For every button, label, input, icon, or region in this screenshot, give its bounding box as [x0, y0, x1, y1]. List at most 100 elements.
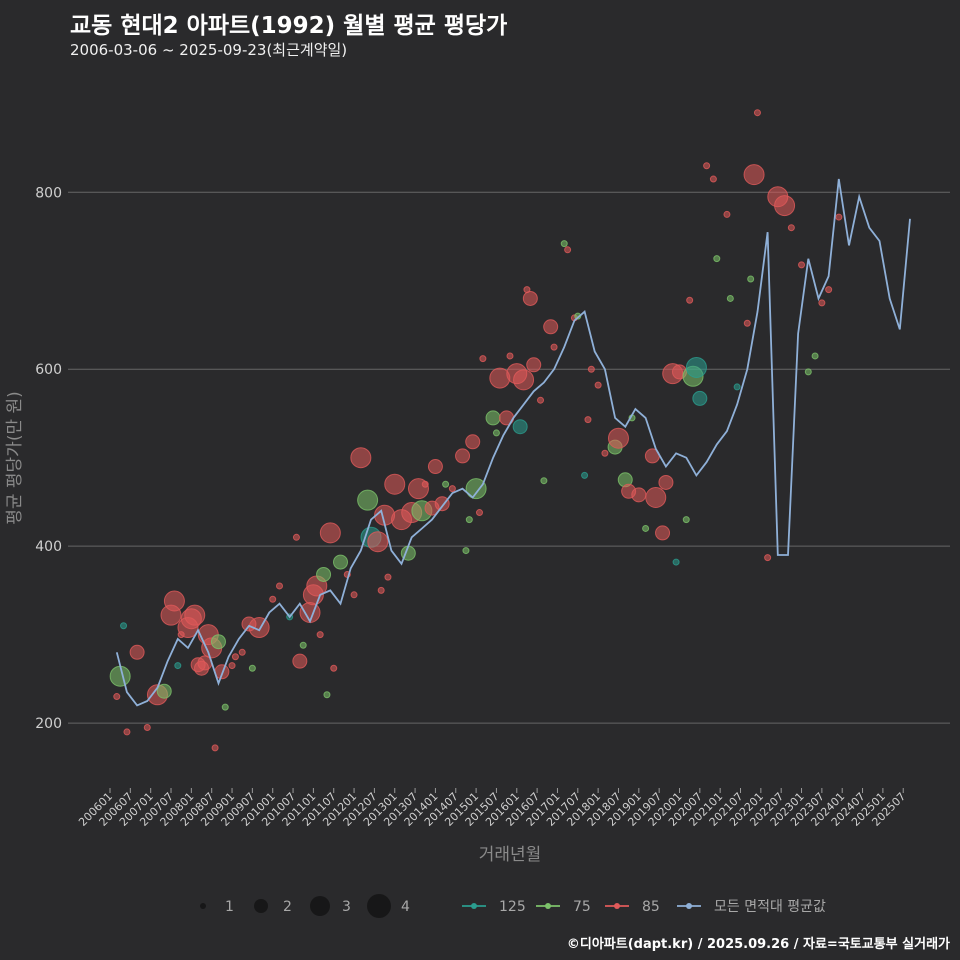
data-point-85 [764, 554, 772, 562]
legend-size-label: 2 [283, 899, 292, 915]
data-point-85 [448, 485, 456, 493]
y-tick-label: 400 [35, 539, 62, 555]
average-line [115, 178, 911, 707]
data-point-85 [607, 427, 629, 449]
data-point-75 [299, 641, 307, 649]
data-point-85 [269, 595, 277, 603]
data-point-125 [581, 471, 589, 479]
data-point-75 [442, 480, 450, 488]
data-point-85 [743, 164, 765, 186]
data-point-85 [384, 473, 406, 495]
data-point-85 [753, 109, 761, 117]
data-point-85 [506, 352, 514, 360]
data-point-85 [143, 724, 151, 731]
data-point-75 [747, 275, 755, 283]
data-point-85 [543, 319, 559, 335]
x-axis-ticks: 2006012006072007012007072008012008072009… [76, 788, 908, 829]
data-point-85 [163, 590, 185, 612]
data-point-85 [601, 449, 609, 457]
data-point-85 [835, 213, 843, 221]
source-footer: ©디아파트(dapt.kr) / 2025.09.26 / 자료=국토교통부 실… [566, 937, 950, 952]
y-axis-ticks: 200 400 600 800 [35, 185, 62, 732]
data-point-85 [479, 355, 487, 363]
data-point-85 [818, 299, 826, 307]
data-point-75 [642, 524, 650, 532]
legend-color-label: 125 [499, 899, 526, 915]
data-point-75 [540, 477, 548, 485]
legend: 1 2 3 4 125 75 85 모든 면적대 평균값 [200, 894, 826, 918]
data-point-85 [275, 582, 283, 590]
chart-subtitle: 2006-03-06 ~ 2025-09-23(최근계약일) [70, 41, 348, 59]
data-point-85 [292, 653, 308, 669]
legend-color-label: 75 [573, 899, 591, 915]
data-point-75 [462, 547, 470, 555]
data-point-75 [485, 410, 501, 426]
data-point-75 [210, 634, 226, 650]
legend-size-marker [310, 896, 330, 916]
data-point-125 [685, 356, 707, 378]
legend-size-marker [254, 899, 268, 913]
data-point-85 [723, 210, 731, 218]
data-point-85 [631, 487, 647, 503]
legend-color-label: 모든 면적대 평균값 [714, 899, 826, 915]
data-point-85 [798, 261, 806, 269]
data-point-85 [658, 474, 674, 490]
data-point-85 [645, 487, 667, 508]
legend-size-marker [367, 894, 391, 918]
data-point-85 [367, 531, 389, 553]
legend-color-marker [614, 903, 620, 909]
data-point-125 [692, 390, 708, 406]
data-point-75 [682, 516, 690, 524]
legend-color-label: 85 [642, 899, 660, 915]
data-point-75 [811, 352, 819, 360]
y-tick-label: 800 [35, 185, 62, 201]
data-point-85 [743, 319, 751, 327]
data-point-85 [475, 509, 483, 517]
data-point-85 [330, 664, 338, 672]
data-point-85 [550, 343, 558, 351]
data-point-75 [804, 368, 812, 376]
data-point-75 [221, 703, 229, 711]
data-point-75 [248, 664, 256, 672]
data-point-85 [465, 434, 481, 450]
legend-color-marker [471, 903, 477, 909]
data-point-85 [709, 175, 717, 183]
average-line-group [115, 178, 911, 707]
data-point-75 [316, 566, 332, 582]
data-point-75 [156, 683, 172, 699]
data-point-85 [774, 195, 796, 217]
data-point-85 [316, 631, 324, 639]
data-point-85 [377, 586, 385, 594]
data-point-75 [465, 516, 473, 524]
data-point-75 [726, 294, 734, 302]
scatter-points [109, 109, 843, 752]
data-point-85 [434, 496, 450, 512]
data-point-85 [421, 480, 429, 488]
data-point-85 [129, 644, 145, 660]
data-point-85 [231, 653, 239, 661]
data-point-75 [465, 478, 487, 500]
data-point-75 [560, 240, 568, 248]
data-point-85 [123, 728, 131, 736]
data-point-85 [384, 573, 392, 581]
data-point-85 [564, 246, 572, 254]
data-point-85 [587, 365, 595, 373]
data-point-125 [120, 622, 128, 630]
legend-size-label: 3 [342, 899, 351, 915]
chart-title: 교동 현대2 아파트(1992) 월별 평균 평당가 [70, 13, 508, 39]
data-point-85 [211, 744, 219, 752]
legend-size-label: 1 [225, 899, 234, 915]
data-point-85 [113, 693, 121, 701]
data-point-85 [513, 369, 535, 391]
data-point-125 [672, 558, 680, 566]
data-point-85 [703, 162, 711, 170]
data-point-85 [350, 591, 358, 599]
data-point-85 [238, 648, 246, 656]
data-point-85 [522, 290, 538, 306]
data-point-85 [584, 416, 592, 424]
data-point-85 [526, 357, 542, 373]
data-point-85 [427, 459, 443, 475]
data-point-85 [825, 286, 833, 294]
legend-size-label: 4 [401, 899, 410, 915]
